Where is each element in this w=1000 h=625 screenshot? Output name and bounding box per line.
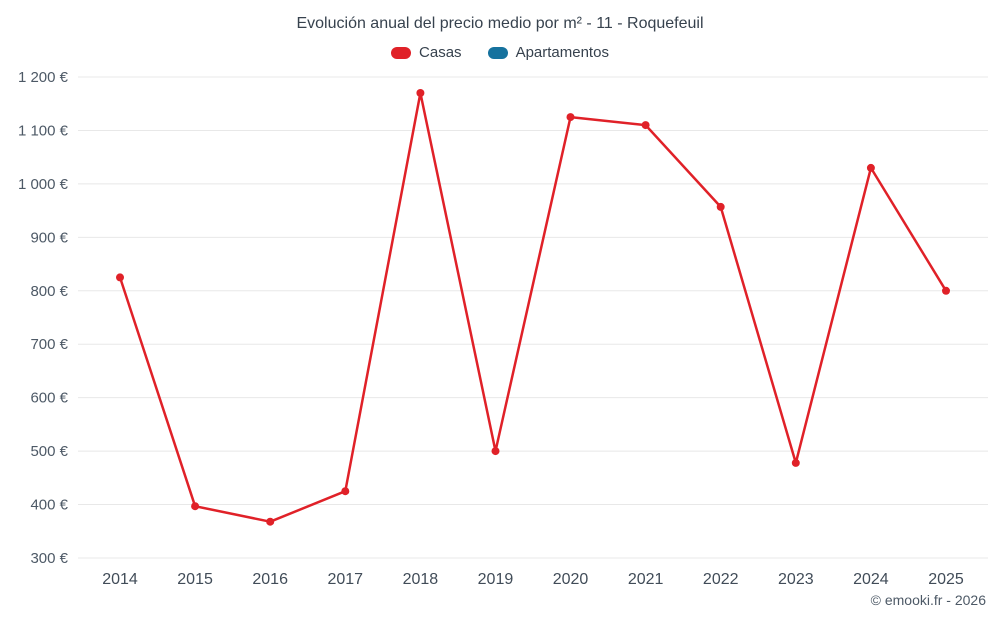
x-tick-label: 2018	[403, 571, 439, 588]
data-point	[116, 273, 124, 282]
data-point	[491, 447, 500, 456]
y-tick-label: 500 €	[30, 443, 68, 460]
y-tick-label: 1 200 €	[18, 69, 69, 86]
data-point	[866, 163, 875, 172]
data-point	[566, 113, 575, 122]
y-tick-label: 900 €	[30, 229, 68, 246]
x-tick-label: 2016	[252, 571, 288, 588]
data-point	[416, 89, 425, 97]
legend-swatch-casas	[391, 46, 412, 59]
series-line-casas	[118, 91, 948, 523]
y-tick-label: 300 €	[30, 550, 68, 567]
y-tick-label: 1 000 €	[18, 176, 69, 193]
legend-item-apartamentos[interactable]: Apartamentos	[487, 44, 609, 61]
x-tick-label: 2025	[928, 571, 964, 588]
legend-item-casas[interactable]: Casas	[391, 44, 462, 61]
y-tick-label: 700 €	[30, 336, 68, 353]
x-tick-label: 2022	[703, 571, 739, 588]
data-point	[942, 286, 950, 295]
x-tick-label: 2023	[778, 571, 814, 588]
data-point	[716, 202, 725, 211]
data-point	[341, 487, 350, 496]
data-point	[791, 458, 800, 467]
x-tick-label: 2019	[478, 571, 514, 588]
x-tick-label: 2020	[553, 571, 589, 588]
data-point	[641, 121, 650, 130]
y-tick-label: 800 €	[30, 283, 68, 300]
legend-label-casas: Casas	[419, 44, 462, 61]
y-tick-label: 600 €	[30, 390, 68, 407]
legend-label-apartamentos: Apartamentos	[515, 44, 609, 61]
legend: Casas Apartamentos	[0, 44, 1000, 61]
x-tick-label: 2024	[853, 571, 889, 588]
x-tick-label: 2015	[177, 571, 213, 588]
data-point	[266, 517, 275, 526]
x-tick-label: 2014	[102, 571, 138, 588]
x-tick-label: 2021	[628, 571, 664, 588]
y-tick-label: 1 100 €	[18, 122, 69, 139]
copyright-text: © emooki.fr - 2026	[870, 592, 986, 608]
y-tick-label: 400 €	[30, 497, 68, 514]
chart-title: Evolución anual del precio medio por m² …	[296, 15, 704, 32]
x-tick-label: 2017	[327, 571, 363, 588]
data-point	[191, 502, 200, 511]
legend-swatch-apartamentos	[487, 46, 508, 59]
